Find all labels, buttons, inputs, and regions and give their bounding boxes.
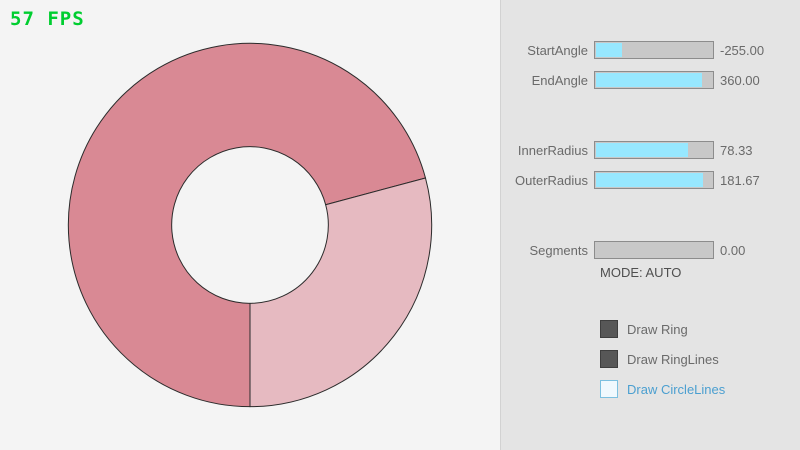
slider-row-segments: Segments 0.00 bbox=[450, 240, 800, 260]
slider-row-endangle: EndAngle 360.00 bbox=[450, 70, 800, 90]
draw-ring-label: Draw Ring bbox=[627, 321, 688, 337]
endangle-slider[interactable] bbox=[594, 71, 714, 89]
endangle-label: EndAngle bbox=[531, 72, 588, 88]
slider-row-innerradius: InnerRadius 78.33 bbox=[450, 140, 800, 160]
innerradius-label: InnerRadius bbox=[517, 142, 588, 158]
checkbox-row-draw-circlelines: Draw CircleLines bbox=[600, 379, 725, 399]
slider-fill bbox=[596, 143, 689, 157]
innerradius-slider[interactable] bbox=[594, 141, 714, 159]
ring-overlap-sector bbox=[67, 42, 427, 408]
panel-divider bbox=[500, 0, 501, 450]
endangle-value: 360.00 bbox=[720, 72, 760, 88]
draw-circlelines-checkbox[interactable] bbox=[600, 380, 618, 398]
outerradius-slider[interactable] bbox=[594, 171, 714, 189]
segments-slider[interactable] bbox=[594, 241, 714, 259]
startangle-slider[interactable] bbox=[594, 41, 714, 59]
slider-fill bbox=[596, 43, 622, 57]
outerradius-label: OuterRadius bbox=[515, 172, 588, 188]
draw-ringlines-checkbox[interactable] bbox=[600, 350, 618, 368]
checkbox-row-draw-ring: Draw Ring bbox=[600, 319, 688, 339]
checkbox-row-draw-ringlines: Draw RingLines bbox=[600, 349, 719, 369]
slider-row-startangle: StartAngle -255.00 bbox=[450, 40, 800, 60]
startangle-label: StartAngle bbox=[527, 42, 588, 58]
startangle-value: -255.00 bbox=[720, 42, 765, 58]
segments-label: Segments bbox=[529, 242, 588, 258]
slider-fill bbox=[596, 173, 704, 187]
draw-circlelines-label: Draw CircleLines bbox=[627, 381, 726, 397]
slider-row-outerradius: OuterRadius 181.67 bbox=[450, 170, 800, 190]
fps-counter: 57 FPS bbox=[10, 8, 85, 30]
ring-single-sector bbox=[249, 177, 433, 408]
segments-mode-text: MODE: AUTO bbox=[600, 265, 682, 280]
outerradius-value: 181.67 bbox=[720, 172, 760, 188]
segments-value: 0.00 bbox=[720, 242, 746, 258]
innerradius-value: 78.33 bbox=[720, 142, 753, 158]
draw-ringlines-label: Draw RingLines bbox=[627, 351, 719, 367]
draw-ring-checkbox[interactable] bbox=[600, 320, 618, 338]
slider-fill bbox=[596, 73, 703, 87]
